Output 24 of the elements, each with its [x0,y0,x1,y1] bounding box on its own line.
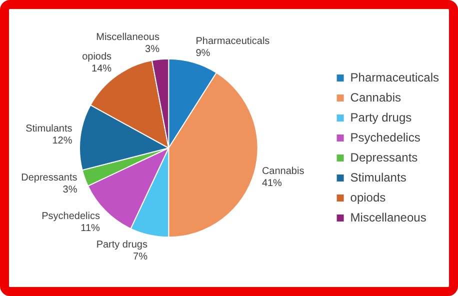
data-label: 11% [80,223,100,234]
data-label: 3% [145,44,160,56]
legend-label: Psychedelics [350,130,420,144]
legend-label: Cannabis [350,90,401,104]
legend-label: Pharmaceuticals [350,70,440,84]
slice-label: Pharmaceuticals [196,36,270,47]
slice-label: Cannabis [262,166,304,178]
slice-label: Party drugs [96,239,148,250]
data-label: 3% [62,184,78,196]
slice-label: Depressants [21,172,78,184]
slice-label: Psychedelics [42,211,100,222]
legend-label: opiods [350,190,386,204]
slice-label: Miscellaneous [96,32,160,44]
slice-label: opiods [82,52,112,63]
legend-label: Party drugs [350,110,412,124]
legend-label: Stimulants [350,170,406,184]
legend-label: Depressants [350,150,418,164]
data-label: 12% [52,136,72,147]
data-label: 9% [196,48,210,59]
legend-label: Miscellaneous [350,210,426,224]
data-label: 14% [92,64,112,75]
data-label: 41% [262,178,282,190]
slice-label: Stimulants [26,124,72,135]
data-label: 7% [133,251,148,262]
